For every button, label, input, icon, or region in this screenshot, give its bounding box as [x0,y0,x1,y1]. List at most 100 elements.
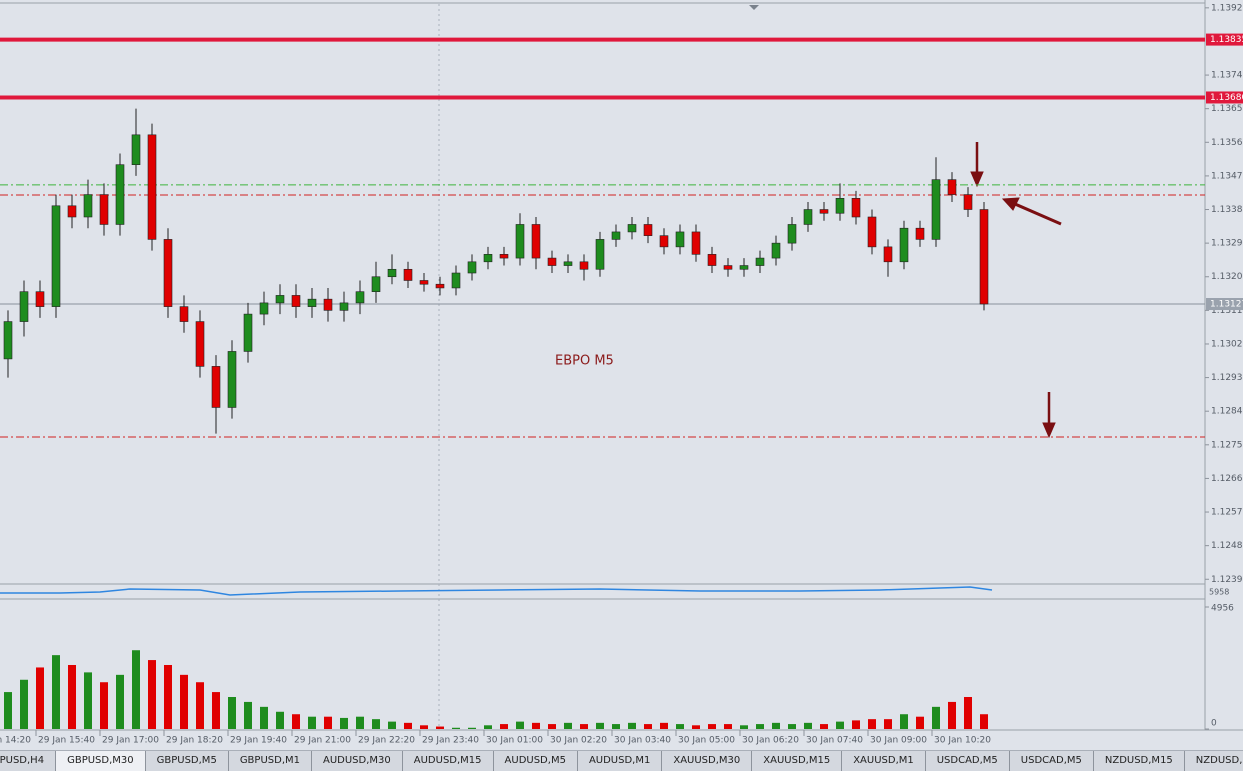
candle-body [579,261,589,270]
volume-bar [532,722,540,729]
volume-bar [324,716,332,729]
candle-body [691,231,701,255]
annotation: ЕВРО М5 [555,354,614,369]
volume-bar [52,655,60,729]
candle-body [83,194,93,218]
y-tick-label: 1.12390 [1211,575,1243,585]
candle-body [179,306,189,322]
candle-body [291,295,301,307]
volume-bar [36,667,44,729]
volume-bar [180,674,188,729]
y-tick-label: 1.13290 [1211,239,1243,249]
tab[interactable]: XAUUSD,M30 [662,751,753,771]
x-tick-label: 30 Jan 03:40 [614,736,671,746]
candle-body [499,254,509,259]
volume-bar [932,706,940,729]
x-tick-label: 29 Jan 19:40 [230,736,287,746]
y-tick-label: 1.13740 [1211,71,1243,81]
volume-bar [372,719,380,729]
y-tick-label: 1.13920 [1211,3,1243,13]
volume-bar [436,726,444,729]
volume-bar [196,682,204,729]
volume-bar [388,721,396,729]
candle-body [851,198,861,218]
volume-bar [628,722,636,729]
x-tick-label: 30 Jan 07:40 [806,736,863,746]
candle-body [307,298,317,307]
candle-body [883,246,893,263]
candle-body [707,254,717,266]
volume-bar [916,716,924,729]
volume-bar [84,672,92,729]
tab[interactable]: GBPUSD,M5 [146,751,229,771]
background [0,0,1243,750]
candle-body [35,291,45,307]
volume-tick-label: 0 [1211,719,1217,729]
candle-body [595,239,605,270]
candle-body [963,194,973,210]
candle-body [787,224,797,244]
candle-body [147,134,157,240]
tab[interactable]: GBPUSD,M1 [229,751,312,771]
tab[interactable]: XAUUSD,M15 [752,751,843,771]
volume-bar [340,717,348,729]
level-label-box [1206,91,1243,104]
volume-bar [228,696,236,729]
candle-body [867,216,877,248]
candle-body [483,254,493,263]
tab[interactable]: NZDUSD,M5 [1185,751,1243,771]
tab[interactable]: AUDUSD,M5 [494,751,578,771]
candle-body [355,291,365,304]
volume-bar [292,714,300,729]
volume-bar [580,724,588,729]
y-tick-label: 1.13020 [1211,339,1243,349]
tab[interactable]: AUDUSD,M15 [403,751,494,771]
volume-bar [212,692,220,729]
y-tick-label: 1.12840 [1211,407,1243,417]
y-tick-label: 1.13650 [1211,104,1243,114]
tab[interactable]: NZDUSD,M15 [1094,751,1185,771]
volume-bar [148,660,156,729]
tab[interactable]: AUDUSD,M1 [578,751,663,771]
volume-bar [820,724,828,729]
tab[interactable]: XAUUSD,M1 [842,751,926,771]
candle-body [675,231,685,248]
candle-body [131,134,141,166]
x-tick-label: 29 Jan 14:20 [0,736,31,746]
candle-body [419,280,429,285]
volume-bar [596,722,604,729]
candle-body [547,257,557,266]
shift-marker [749,5,759,10]
tab[interactable]: GBPUSD,H4 [0,751,57,771]
candle-body [3,321,13,360]
x-tick-label: 30 Jan 06:20 [742,736,799,746]
volume-bar [308,716,316,729]
y-tick-label: 1.13470 [1211,171,1243,181]
candle-body [195,321,205,367]
candle-body [387,268,397,278]
volume-bar [900,714,908,729]
candle-body [323,298,333,311]
y-tick-label: 1.13380 [1211,205,1243,215]
volume-bar [356,716,364,729]
candle-body [451,272,461,289]
volume-bar [20,679,28,729]
candle-body [723,265,733,270]
candle-body [227,351,237,408]
volume-bar [404,722,412,729]
volume-bar [836,721,844,729]
tab[interactable]: USDCAD,M5 [1010,751,1094,771]
tab[interactable]: GBPUSD,M30 [56,751,146,771]
volume-bar [740,725,748,729]
volume-bar [756,724,764,729]
arrow [1042,392,1056,439]
candle-body [755,257,765,266]
tab[interactable]: USDCAD,M5 [926,751,1010,771]
candle-body [771,242,781,259]
tab[interactable]: AUDUSD,M30 [312,751,403,771]
volume-bar [164,664,172,729]
y-tick-label: 1.12480 [1211,541,1243,551]
volume-bar [868,719,876,729]
volume-bar [452,727,460,729]
